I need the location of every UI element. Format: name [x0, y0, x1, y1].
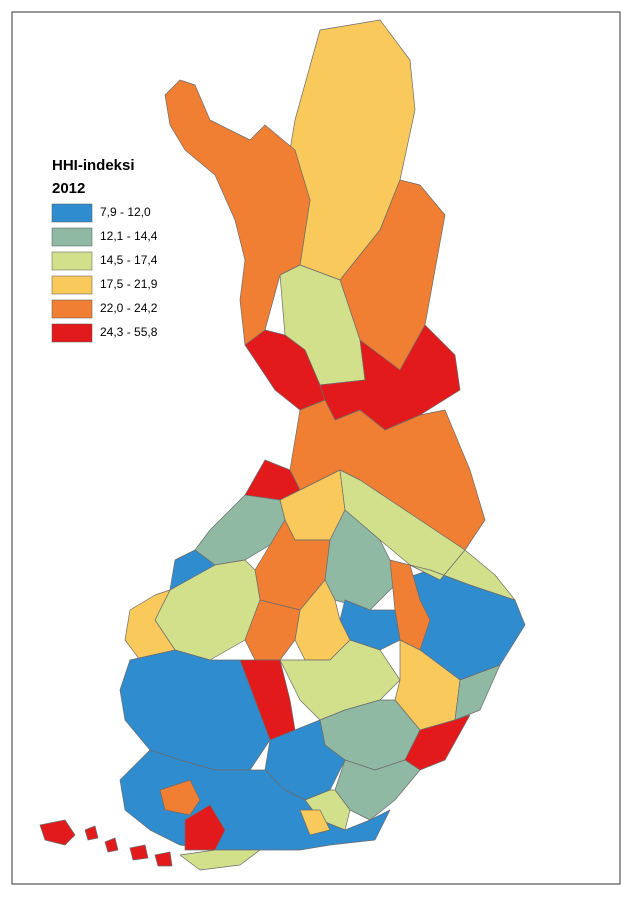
legend-swatch [51, 299, 93, 319]
region [299, 809, 331, 836]
region [454, 664, 501, 721]
region [129, 844, 149, 861]
region [169, 549, 216, 591]
region [179, 849, 261, 871]
legend-label: 12,1 - 14,4 [100, 229, 158, 243]
region [124, 589, 176, 661]
legend-label: 17,5 - 21,9 [100, 277, 158, 291]
legend-label: 14,5 - 17,4 [100, 253, 158, 267]
legend-title: HHI-indeksi [52, 157, 135, 174]
region [154, 851, 173, 867]
legend-swatch [51, 323, 93, 343]
legend-swatch [51, 251, 93, 271]
legend-label: 7,9 - 12,0 [100, 205, 151, 219]
legend-label: 24,3 - 55,8 [100, 325, 158, 339]
legend-year: 2012 [52, 180, 85, 197]
legend-label: 22,0 - 24,2 [100, 301, 158, 315]
legend-swatch [51, 227, 93, 247]
region [409, 549, 516, 601]
legend: 7,9 - 12,0 12,1 - 14,4 14,5 - 17,4 17,5 - 2… [51, 203, 158, 343]
region [104, 837, 119, 853]
legend-swatch [51, 275, 93, 295]
region [184, 804, 226, 851]
region [84, 825, 99, 841]
region [39, 819, 76, 846]
regions [39, 19, 526, 871]
region [159, 779, 201, 816]
legend-swatch [51, 203, 93, 223]
